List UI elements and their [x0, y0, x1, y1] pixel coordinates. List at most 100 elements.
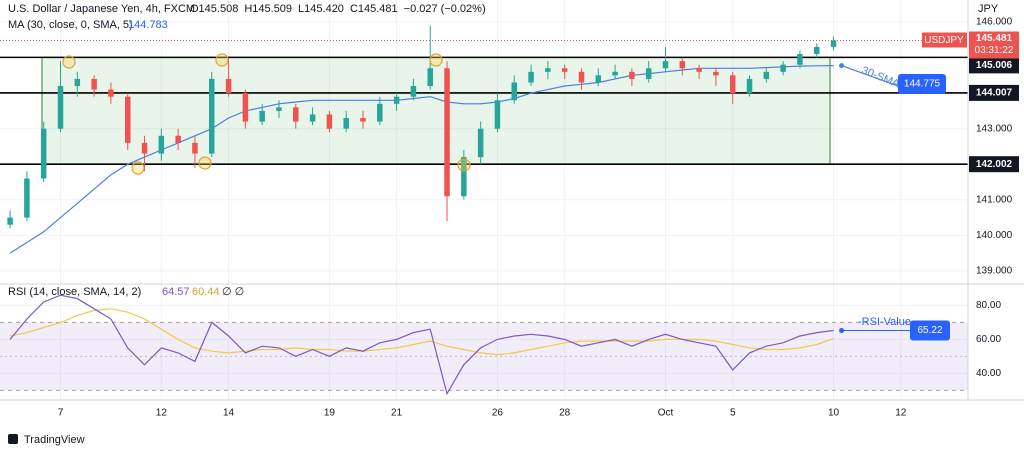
- candle-body: [192, 142, 198, 154]
- y-tick-label: 40.00: [976, 368, 1001, 379]
- x-tick-label: 28: [559, 408, 571, 419]
- candle-body: [326, 114, 333, 129]
- footer: TradingView: [24, 434, 85, 446]
- candle-body: [377, 103, 383, 122]
- rsi-annotation: -RSI-Value: [858, 316, 911, 328]
- candle-body: [662, 61, 669, 69]
- currency: JPY: [978, 3, 999, 15]
- candle-body: [595, 75, 602, 83]
- candle-body: [225, 78, 232, 94]
- rsi-title: RSI (14, close, SMA, 14, 2): [8, 286, 141, 298]
- candle-body: [91, 78, 97, 90]
- swing-marker: [429, 53, 443, 67]
- candle-body: [461, 157, 467, 197]
- level-label-box: [969, 57, 1019, 74]
- candle-body: [410, 86, 417, 97]
- ma-line: [9, 65, 834, 254]
- candle-body: [578, 71, 585, 83]
- rsi-tail: ∅ ∅: [222, 286, 244, 298]
- price-label: 145.481: [976, 33, 1013, 44]
- candle-body: [444, 68, 450, 197]
- candle-body: [57, 86, 64, 129]
- y-tick-label: 146.000: [976, 17, 1013, 28]
- candle-body: [629, 71, 635, 79]
- candle-body: [511, 82, 517, 101]
- ma-value-label: 144.775: [904, 79, 941, 90]
- candle-body: [713, 71, 719, 76]
- rsi-value: 64.57: [162, 286, 190, 298]
- swing-marker: [62, 55, 76, 69]
- candle-body: [108, 89, 114, 97]
- candle-body: [293, 107, 299, 122]
- candle-body: [141, 142, 148, 154]
- candle-body: [343, 118, 349, 129]
- candle-body: [74, 78, 81, 87]
- level-label: 142.002: [976, 159, 1013, 170]
- candle-body: [259, 110, 265, 122]
- candle-body: [209, 78, 215, 154]
- logo: TradingView: [8, 434, 85, 446]
- swing-marker: [457, 158, 471, 172]
- ohlc-text: C145.481: [350, 3, 398, 15]
- candle-body: [612, 71, 618, 76]
- candle-body: [175, 135, 181, 143]
- swing-marker: [215, 53, 229, 67]
- indicator-name: MA (30, close, 0, SMA, 5): [8, 19, 133, 31]
- candle-body: [746, 78, 753, 94]
- y-tick-label: 143.000: [976, 123, 1013, 134]
- x-tick-label: 19: [324, 408, 336, 419]
- x-tick-label: 5: [730, 408, 736, 419]
- candle-body: [124, 96, 131, 143]
- candle-body: [393, 96, 400, 104]
- rsi-value-box: [910, 320, 950, 341]
- rsi-value-label: 65.22: [917, 325, 942, 336]
- y-tick-label: 141.000: [976, 194, 1013, 205]
- candle-body: [561, 68, 568, 72]
- indicator-value: 144.783: [128, 19, 168, 31]
- y-tick-label: 139.000: [976, 266, 1013, 277]
- candle-body: [814, 46, 820, 55]
- y-tick-label: 140.000: [976, 230, 1013, 241]
- level-label: 145.006: [976, 60, 1013, 71]
- ohlc-text: O145.508: [190, 3, 238, 15]
- symbol-label: USDJPY: [924, 35, 964, 46]
- rsi-line: [9, 294, 834, 396]
- x-tick-label: 21: [391, 408, 403, 419]
- candle-body: [309, 114, 316, 122]
- y-tick-label: 80.00: [976, 300, 1001, 311]
- candle-body: [528, 71, 534, 83]
- x-tick-label: 12: [156, 408, 168, 419]
- rsi-sma-value: 60.44: [192, 286, 220, 298]
- ohlc-text: H145.509: [244, 3, 292, 15]
- candle-body: [763, 71, 770, 79]
- candle-body: [797, 54, 803, 65]
- candle-body: [7, 217, 13, 225]
- y-tick-label: 60.00: [976, 334, 1001, 345]
- candle-body: [158, 135, 165, 154]
- candle-body: [242, 93, 249, 122]
- candle-body: [24, 178, 30, 218]
- candle-body: [696, 68, 702, 72]
- x-tick-label: 10: [828, 408, 840, 419]
- ohlc-text: −0.027 (−0.02%): [404, 3, 486, 15]
- candle-body: [780, 64, 786, 72]
- price-box: [969, 31, 1019, 59]
- ma-value-box: [898, 74, 946, 94]
- swing-marker: [131, 161, 145, 175]
- symbol-box: [922, 32, 967, 48]
- candle-body: [276, 107, 282, 111]
- candle-body: [729, 75, 736, 94]
- chart-title: U.S. Dollar / Japanese Yen, 4h, FXCM: [8, 3, 195, 15]
- countdown: 03:31:22: [975, 45, 1014, 56]
- candle-body: [645, 68, 652, 79]
- level-label: 144.007: [976, 88, 1013, 99]
- x-tick-label: 14: [223, 408, 235, 419]
- x-tick-label: 7: [58, 408, 64, 419]
- candle-body: [427, 68, 433, 87]
- swing-markers: [62, 53, 471, 175]
- ma-arrow: [841, 65, 899, 87]
- candle-body: [545, 68, 551, 72]
- x-tick-label: Oct: [658, 408, 674, 419]
- candle-body: [830, 40, 837, 47]
